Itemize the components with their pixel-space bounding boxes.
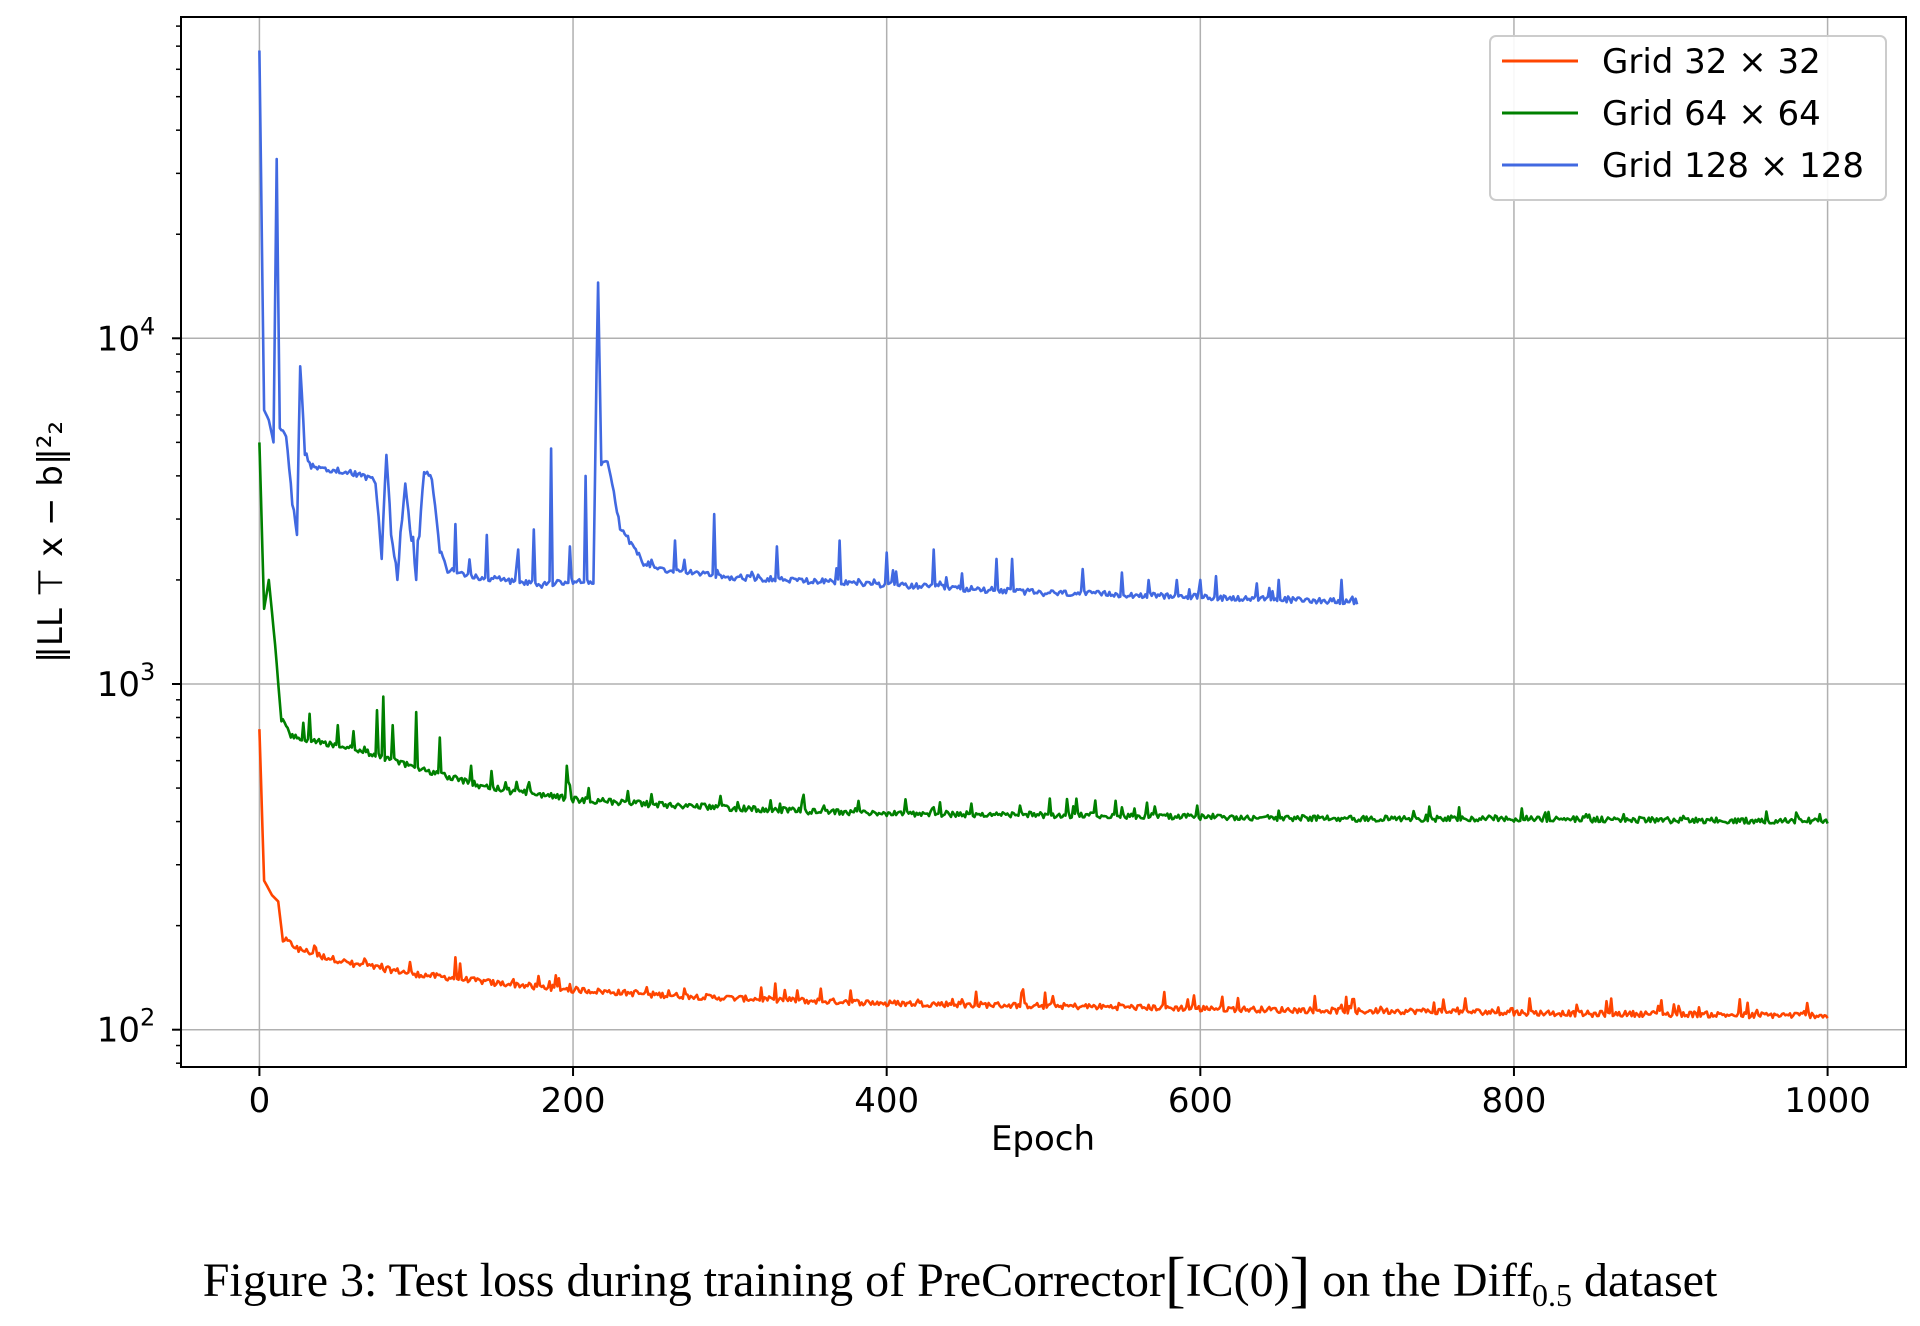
- legend: Grid 32 × 32 Grid 64 × 64 Grid 128 × 128: [1489, 35, 1887, 201]
- caption-bracket-open: [: [1164, 1246, 1186, 1314]
- axis-ticks: 0 200 400 600 800 1000 102 103 104: [97, 25, 1871, 1121]
- y-tick-label: 102: [97, 1004, 156, 1051]
- caption-subscript: 0.5: [1532, 1277, 1573, 1313]
- y-tick-label: 103: [97, 658, 156, 705]
- x-tick-label: 1000: [1784, 1081, 1871, 1121]
- x-tick-label: 600: [1168, 1081, 1233, 1121]
- series-lines: [258, 50, 1829, 1020]
- x-tick-label: 400: [854, 1081, 919, 1121]
- caption-bracket-close: ]: [1289, 1246, 1311, 1314]
- legend-label: Grid 128 × 128: [1602, 146, 1864, 186]
- series-line: [258, 729, 1829, 1020]
- legend-label: Grid 32 × 32: [1602, 42, 1821, 82]
- x-tick-label: 200: [541, 1081, 606, 1121]
- x-tick-label: 800: [1482, 1081, 1547, 1121]
- caption-inner: IC(0): [1185, 1254, 1290, 1307]
- caption-prefix: Figure 3: Test loss during training of P…: [202, 1254, 1165, 1307]
- series-line: [258, 50, 1359, 606]
- series-line: [258, 442, 1829, 825]
- y-tick-label: 104: [97, 312, 156, 359]
- figure-caption: Figure 3: Test loss during training of P…: [0, 1245, 1920, 1316]
- legend-label: Grid 64 × 64: [1602, 94, 1821, 134]
- plot-frame: [180, 16, 1907, 1068]
- caption-middle: on the Diff: [1310, 1254, 1533, 1307]
- chart-svg: 0 200 400 600 800 1000 102 103 104 Epoch ‖LL ⊤ x…: [31, 16, 1907, 1159]
- caption-suffix: dataset: [1572, 1254, 1718, 1307]
- y-axis-label: ‖LL ⊤ x − b‖²₂: [31, 421, 71, 663]
- x-tick-label: 0: [249, 1081, 271, 1121]
- legend-box: [1489, 35, 1887, 201]
- x-axis-label: Epoch: [991, 1119, 1095, 1159]
- chart-figure: 0 200 400 600 800 1000 102 103 104 Epoch ‖LL ⊤ x…: [31, 16, 1907, 1159]
